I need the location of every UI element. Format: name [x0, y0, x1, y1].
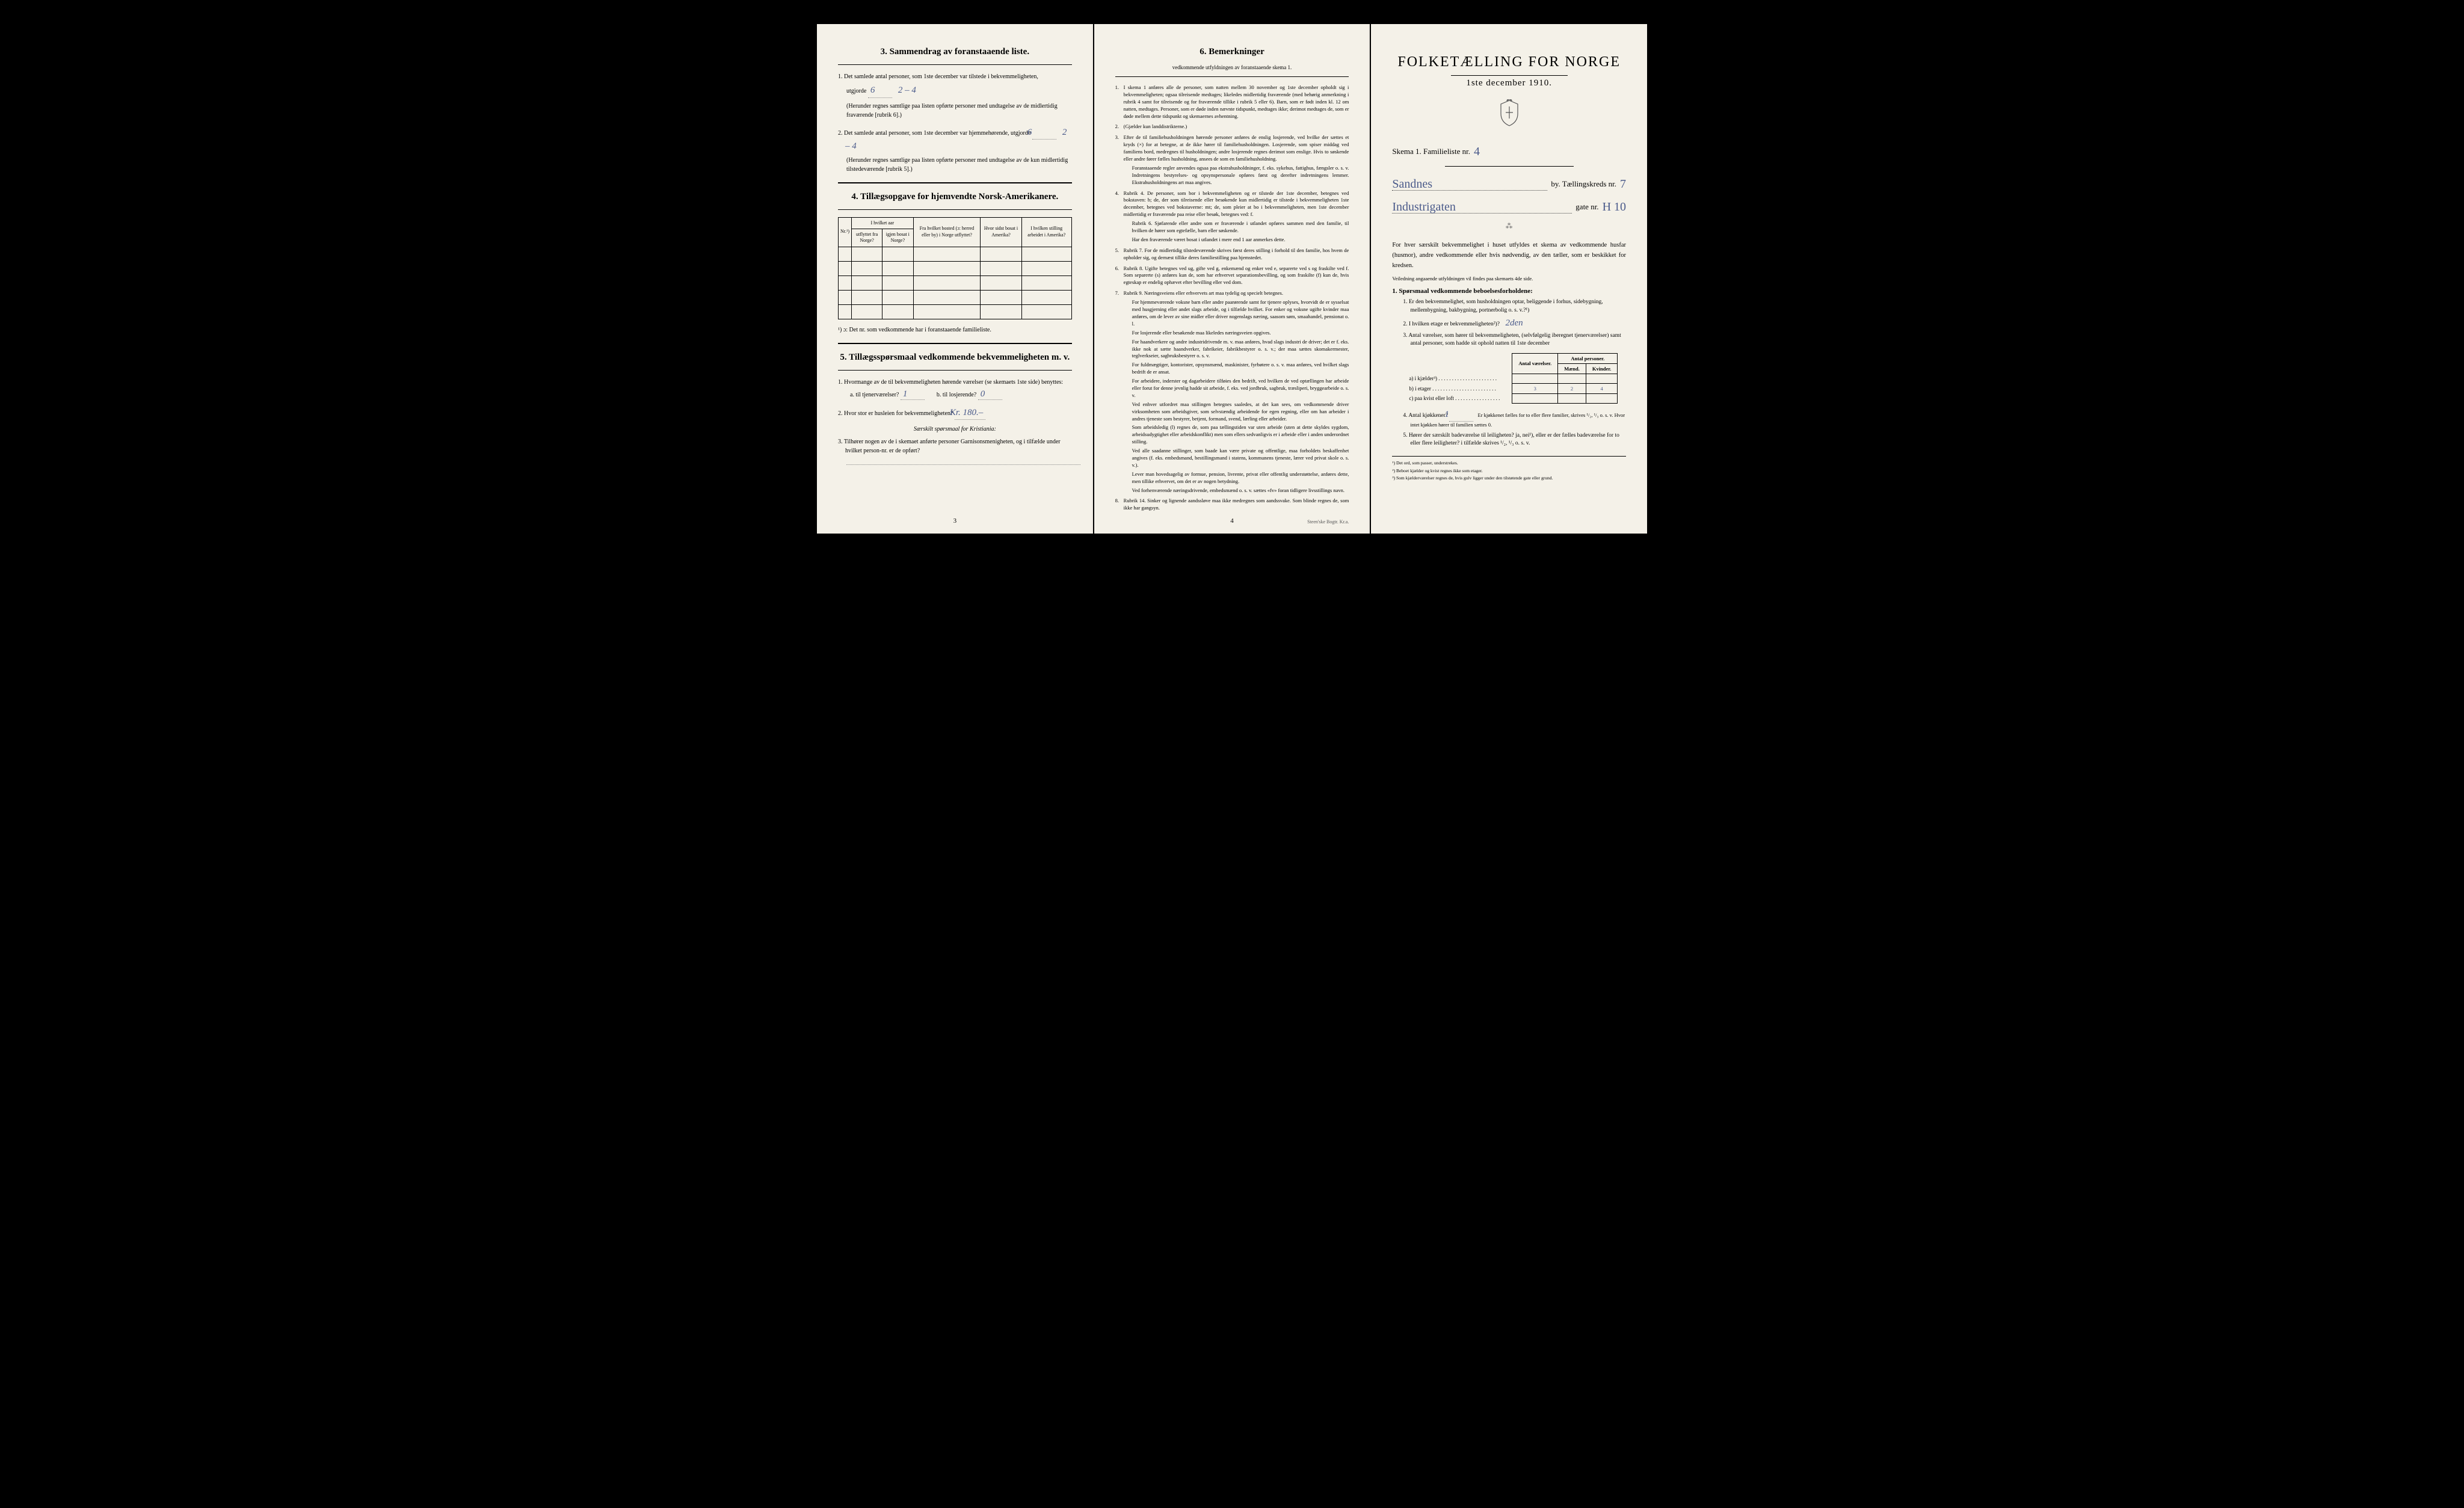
footnote-3: ³) Som kjælderværelser regnes de, hvis g…: [1392, 475, 1626, 482]
sec5-q2note: Særskilt spørsmaal for Kristiania:: [838, 425, 1072, 434]
remark-3: Efter de til familiehusholdningen hørend…: [1115, 134, 1349, 186]
q1-2: 2. I hvilken etage er bekvemmeligheten²)…: [1403, 317, 1626, 330]
section-6-subtitle: vedkommende utfyldningen av foranstaaend…: [1115, 64, 1349, 70]
sec5-q2-val: Kr. 180.–: [955, 406, 985, 420]
footnote-1: ¹) Det ord, som passer, understrekes.: [1392, 460, 1626, 467]
gate-name: Industrigaten: [1392, 200, 1456, 214]
q1-1: 1. Er den bekvemmelighet, som husholdnin…: [1403, 298, 1626, 315]
remark-5: Rubrik 7. For de midlertidig tilstedevær…: [1115, 247, 1349, 262]
q1-title: 1. Spørsmaal vedkommende beboelsesforhol…: [1392, 288, 1626, 295]
sec4-footnote: ¹) ɔ: Det nr. som vedkommende har i fora…: [838, 325, 1072, 334]
footnotes: ¹) Det ord, som passer, understrekes. ²)…: [1392, 456, 1626, 482]
intro-note: Veiledning angaaende utfyldningen vil fi…: [1392, 275, 1626, 282]
q1-3: 3. Antal værelser, som hører til bekvemm…: [1403, 332, 1626, 348]
page-front: FOLKETÆLLING FOR NORGE 1ste december 191…: [1371, 24, 1647, 534]
page-number: 4: [1230, 517, 1234, 525]
cell-b-men: 2: [1558, 383, 1586, 393]
remarks-list: I skema 1 anføres alle de personer, som …: [1115, 84, 1349, 512]
q1-2-val: 2den: [1505, 318, 1523, 328]
q1-4: 4. Antal kjøkkener? 1 Er kjøkkenet fælle…: [1403, 408, 1626, 429]
sec3-val1: 6: [868, 84, 892, 98]
q1-4-val: 1: [1449, 408, 1473, 422]
by-name: Sandnes: [1392, 177, 1432, 191]
kreds-nr: 7: [1620, 177, 1626, 191]
section-6-title: 6. Bemerkninger: [1115, 47, 1349, 57]
title-date: 1ste december 1910.: [1392, 78, 1626, 88]
sec5-q1b-val: 0: [978, 389, 1002, 400]
sec5-q2: 2. Hvor stor er husleien for bekvemmelig…: [838, 406, 1072, 420]
cell-b-women: 4: [1586, 383, 1618, 393]
page-3: 3. Sammendrag av foranstaaende liste. 1.…: [817, 24, 1093, 534]
sec3-item2: 2. Det samlede antal personer, som 1ste …: [838, 126, 1072, 153]
page-4: 6. Bemerkninger vedkommende utfyldningen…: [1094, 24, 1370, 534]
sec5-q3: 3. Tilhører nogen av de i skemaet anført…: [838, 437, 1072, 455]
ornament-icon: ⁂: [1392, 222, 1626, 231]
remark-1: I skema 1 anføres alle de personer, som …: [1115, 84, 1349, 120]
census-document: 3. Sammendrag av foranstaaende liste. 1.…: [817, 24, 1647, 534]
page-number: 3: [953, 517, 957, 525]
intro-text: For hver særskilt bekvemmelighet i huset…: [1392, 241, 1626, 271]
section-4-title: 4. Tillægsopgave for hjemvendte Norsk-Am…: [838, 192, 1072, 202]
sec3-val1b: 2 – 4: [898, 85, 916, 95]
printer-credit: Steen'ske Bogtr. Kr.a.: [1307, 519, 1349, 525]
coat-of-arms-icon: [1392, 99, 1626, 133]
remark-2: (Gjælder kun landdistrikterne.): [1115, 123, 1349, 131]
gate-nr: H 10: [1603, 200, 1626, 214]
sec5-q1: 1. Hvormange av de til bekvemmeligheten …: [838, 378, 1072, 387]
section-3-title: 3. Sammendrag av foranstaaende liste.: [838, 47, 1072, 57]
skema-line: Skema 1. Familieliste nr. 4: [1392, 144, 1626, 158]
familieliste-nr: 4: [1474, 145, 1480, 159]
remark-7: Rubrik 9. Næringsveiens eller erhvervets…: [1115, 290, 1349, 494]
cell-b-rooms: 3: [1512, 383, 1558, 393]
sec3-note2: (Herunder regnes samtlige paa listen opf…: [846, 156, 1072, 174]
sec3-item1: 1. Det samlede antal personer, som 1ste …: [838, 72, 1072, 81]
section-5-title: 5. Tillægsspørsmaal vedkommende bekvemme…: [838, 352, 1072, 363]
sec5-q1a-val: 1: [901, 389, 925, 400]
remark-8: Rubrik 14. Sinker og lignende aandssløve…: [1115, 497, 1349, 512]
footnote-2: ²) Beboet kjælder og kvist regnes ikke s…: [1392, 468, 1626, 475]
title-banner: FOLKETÆLLING FOR NORGE: [1392, 54, 1626, 70]
america-table: Nr.¹) I hvilket aar Fra hvilket bosted (…: [838, 217, 1072, 319]
sec3-note1: (Herunder regnes samtlige paa listen opf…: [846, 102, 1072, 120]
q1-5: 5. Hører der særskilt badeværelse til le…: [1403, 432, 1626, 448]
rooms-table: Antal værelser. Antal personer. Mænd. Kv…: [1403, 353, 1618, 404]
sec3-val2: 6: [1032, 126, 1056, 140]
remark-6: Rubrik 8. Ugifte betegnes ved ug, gifte …: [1115, 265, 1349, 287]
remark-4: Rubrik 4. De personer, som bor i bekvemm…: [1115, 190, 1349, 244]
